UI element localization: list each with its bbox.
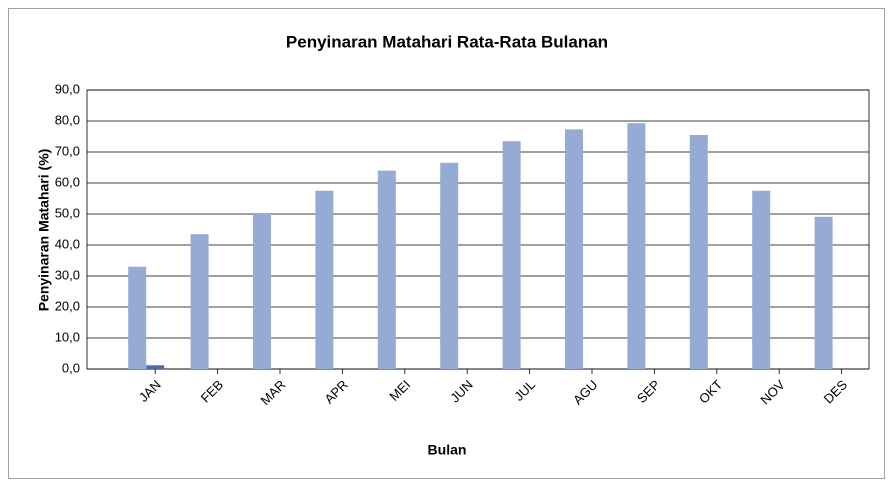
bar bbox=[440, 162, 459, 369]
bar bbox=[752, 190, 771, 369]
bar bbox=[128, 266, 147, 369]
y-axis-label: Penyinaran Matahari (%) bbox=[36, 149, 52, 312]
bar bbox=[253, 213, 271, 369]
y-tick-label: 10,0 bbox=[55, 329, 80, 344]
y-tick-label: 30,0 bbox=[55, 267, 80, 282]
chart-title: Penyinaran Matahari Rata-Rata Bulanan bbox=[286, 32, 608, 51]
bar bbox=[190, 234, 209, 369]
bar bbox=[502, 141, 521, 369]
y-tick-label: 50,0 bbox=[55, 205, 80, 220]
plot-border bbox=[86, 89, 870, 370]
bar bbox=[377, 170, 396, 369]
bar bbox=[146, 365, 165, 369]
bar bbox=[565, 129, 583, 369]
bar bbox=[814, 216, 833, 369]
bar bbox=[689, 134, 708, 369]
y-tick-label: 40,0 bbox=[55, 236, 80, 251]
bar bbox=[315, 190, 334, 369]
x-axis-label: Bulan bbox=[428, 442, 467, 458]
y-tick-label: 70,0 bbox=[55, 143, 80, 158]
y-tick-label: 80,0 bbox=[55, 112, 80, 127]
y-tick-label: 20,0 bbox=[55, 298, 80, 313]
y-tick-label: 0,0 bbox=[62, 360, 80, 375]
y-tick-label: 60,0 bbox=[55, 174, 80, 189]
y-tick-label: 90,0 bbox=[55, 81, 80, 96]
bar bbox=[627, 123, 646, 369]
